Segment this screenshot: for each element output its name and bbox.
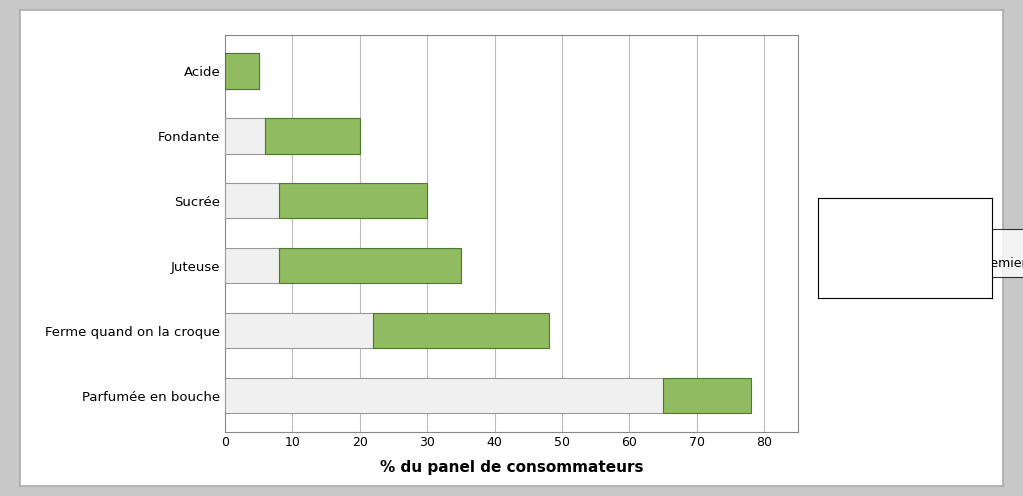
Bar [225,183,279,219]
Bar [663,378,751,414]
Bar [266,118,360,153]
Bar [279,183,428,219]
Bar [225,378,663,414]
Bar [225,118,266,153]
Legend: Cité en premier, Cité parmi les 2 premiers: Cité en premier, Cité parmi les 2 premie… [839,229,1023,277]
Bar [225,53,259,88]
Bar [225,248,279,284]
Bar [225,53,259,88]
Bar [373,313,548,349]
Bar [279,248,461,284]
X-axis label: % du panel de consommateurs: % du panel de consommateurs [380,460,643,476]
Bar [225,313,373,349]
